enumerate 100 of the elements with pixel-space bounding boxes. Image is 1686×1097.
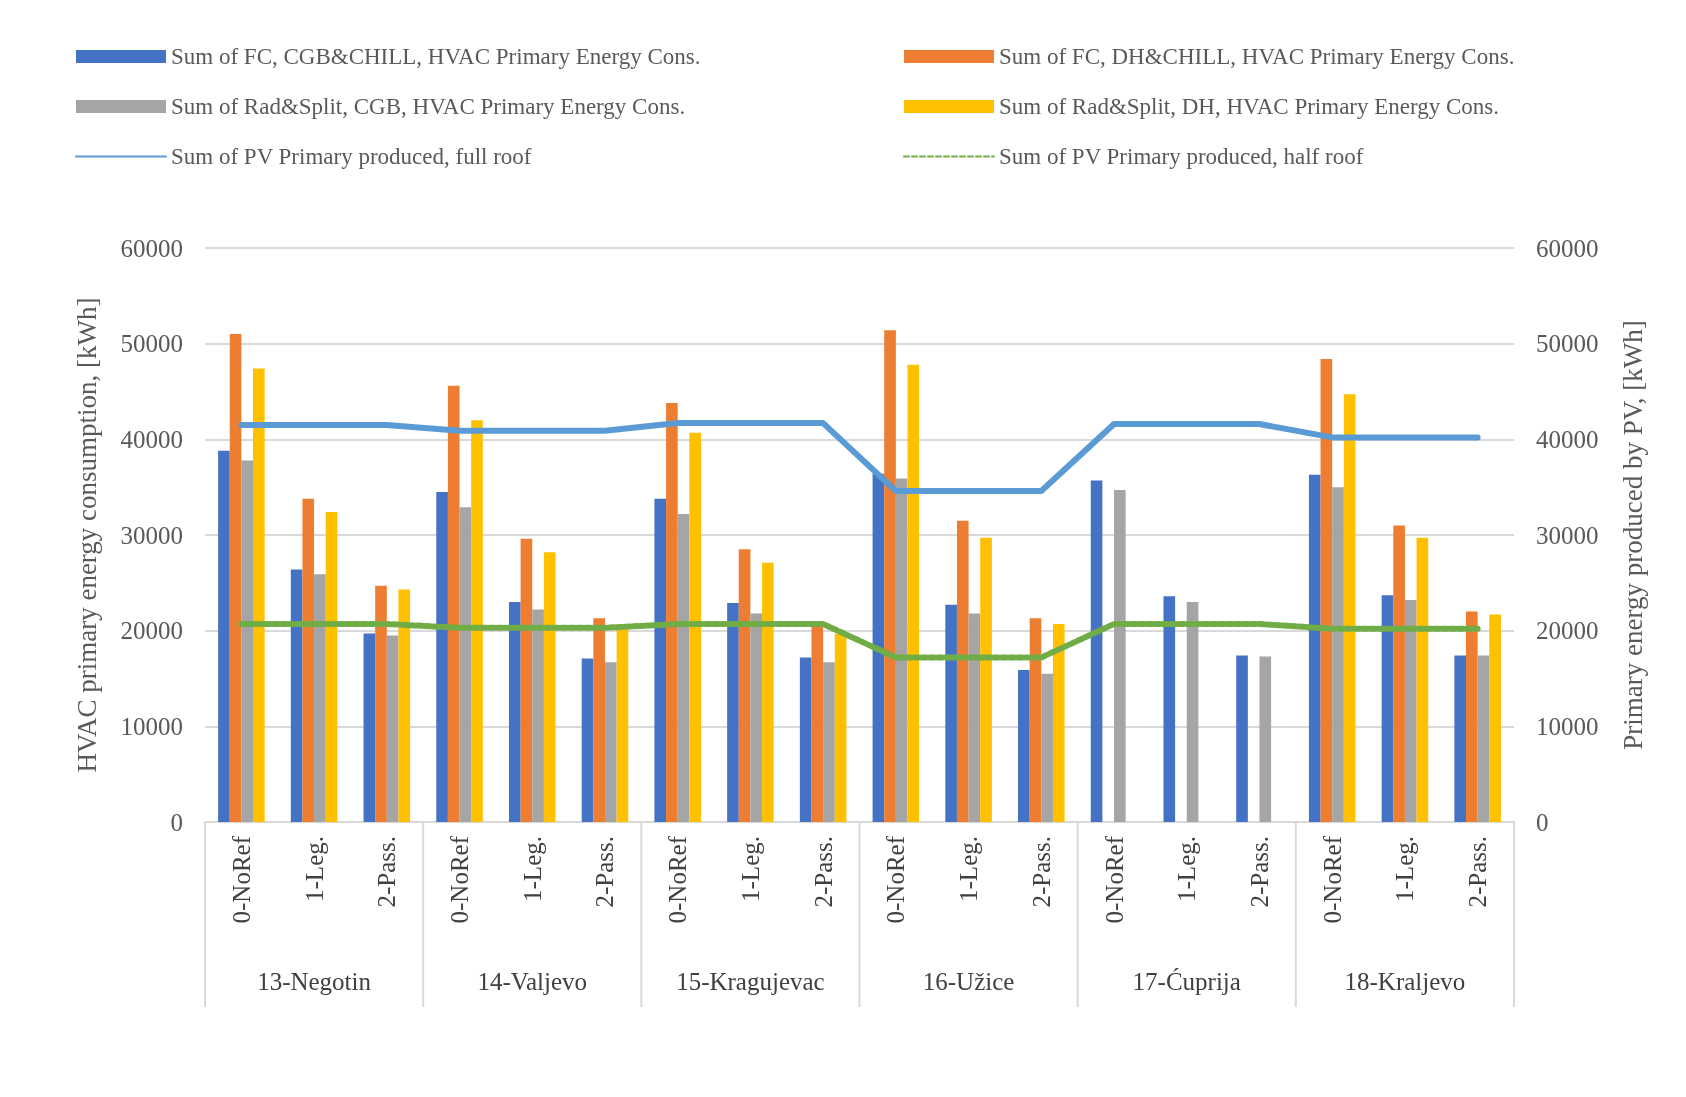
bar [375, 585, 387, 822]
legend-label: Sum of FC, CGB&CHILL, HVAC Primary Energy Cons. [171, 44, 701, 69]
bar [543, 552, 556, 822]
y-tick-label: 20000 [120, 617, 183, 645]
bar [1343, 394, 1356, 822]
bar [459, 507, 472, 822]
bar [727, 602, 739, 822]
bar [956, 520, 969, 822]
y2-tick-label: 60000 [1536, 234, 1599, 262]
bar [762, 562, 774, 822]
x-tick-label: 0-NoRef [446, 835, 474, 924]
y-tick-label: 40000 [120, 425, 183, 453]
text: 14-Valjevo [477, 968, 588, 995]
bar [1416, 537, 1429, 822]
bar [1236, 655, 1248, 822]
bar [1308, 474, 1321, 822]
x-tick-label: 2-Pass. [1464, 836, 1492, 908]
x-tick-label: 1-Leg. [518, 836, 546, 902]
text: 17-Ćuprija [1132, 968, 1241, 995]
x-tick-label: 1-Leg. [300, 836, 328, 902]
bar [218, 450, 230, 822]
x-tick-label: 2-Pass. [1245, 836, 1273, 908]
bar [532, 609, 544, 822]
bar [1466, 611, 1478, 822]
bar [834, 633, 847, 822]
bar [884, 330, 896, 822]
legend-label: Sum of Rad&Split, DH, HVAC Primary Energy Cons. [999, 94, 1500, 119]
bar [229, 334, 242, 822]
bar [386, 635, 399, 822]
y-tick-label: 10000 [120, 712, 183, 740]
bar [654, 498, 667, 822]
bar [895, 478, 908, 822]
y-tick-label: 60000 [120, 234, 183, 262]
bar [1186, 601, 1199, 822]
bar [1090, 480, 1103, 822]
y2-tick-label: 20000 [1536, 617, 1599, 645]
x-tick-label: 0-NoRef [664, 835, 692, 924]
bar [750, 613, 763, 822]
bar [980, 537, 992, 822]
bar [823, 662, 835, 822]
bar [907, 364, 920, 822]
bar [290, 569, 303, 822]
bar [1393, 525, 1405, 822]
x-tick-label: 0-NoRef [882, 835, 910, 924]
legend-label: Sum of FC, DH&CHILL, HVAC Primary Energy Cons. [999, 44, 1515, 69]
bar [799, 657, 812, 822]
x-tick-label: 0-NoRef [1318, 835, 1346, 924]
bar [363, 633, 376, 822]
legend-label: Sum of PV Primary produced, half roof [999, 144, 1364, 169]
x-tick-label: 2-Pass. [809, 836, 837, 908]
y2-tick-label: 50000 [1536, 330, 1599, 358]
y2-tick-label: 0 [1536, 808, 1549, 836]
bar [436, 491, 448, 822]
text: 18-Kraljevo [1344, 968, 1466, 995]
y2-axis-title: Primary energy produced by PV, [kWh] [1617, 320, 1648, 750]
bar [1332, 487, 1344, 822]
bar [325, 512, 338, 822]
bar [581, 658, 594, 822]
x-tick-label: 2-Pass. [1027, 836, 1055, 908]
bar [666, 402, 678, 822]
bar [253, 368, 265, 822]
bar [471, 420, 483, 822]
x-tick-label: 1-Leg. [955, 836, 983, 902]
bar [1404, 600, 1417, 822]
bar [314, 574, 326, 822]
x-tick-label: 0-NoRef [227, 835, 255, 924]
bar [1029, 618, 1042, 822]
bar [738, 549, 751, 822]
bar [520, 538, 533, 822]
bar [1259, 656, 1272, 822]
bar [508, 601, 521, 822]
bar [302, 498, 315, 822]
text: 13-Negotin [257, 968, 372, 995]
bar [1052, 623, 1065, 822]
text: 16-Užice [922, 968, 1015, 995]
bar [872, 473, 885, 822]
bar [447, 385, 460, 822]
bar [945, 604, 957, 822]
bar [1381, 595, 1394, 822]
x-tick-label: 1-Leg. [1391, 836, 1419, 902]
y-tick-label: 0 [170, 808, 183, 836]
bar [593, 618, 605, 822]
legend-label: Sum of PV Primary produced, full roof [171, 144, 532, 169]
bar [968, 613, 981, 822]
text: 15-Kragujevac [676, 968, 825, 995]
bar [1114, 490, 1126, 822]
bar [1489, 614, 1501, 822]
y-tick-label: 50000 [120, 330, 183, 358]
y2-tick-label: 10000 [1536, 712, 1599, 740]
x-tick-label: 0-NoRef [1100, 835, 1128, 924]
bar [1454, 655, 1466, 822]
bar [241, 460, 253, 822]
bar [677, 513, 690, 822]
bar [1041, 673, 1053, 822]
y2-tick-label: 30000 [1536, 521, 1599, 549]
y-tick-label: 30000 [120, 521, 183, 549]
x-tick-label: 2-Pass. [591, 836, 619, 908]
bar [604, 662, 617, 822]
x-tick-label: 1-Leg. [736, 836, 764, 902]
x-tick-label: 1-Leg. [1173, 836, 1201, 902]
